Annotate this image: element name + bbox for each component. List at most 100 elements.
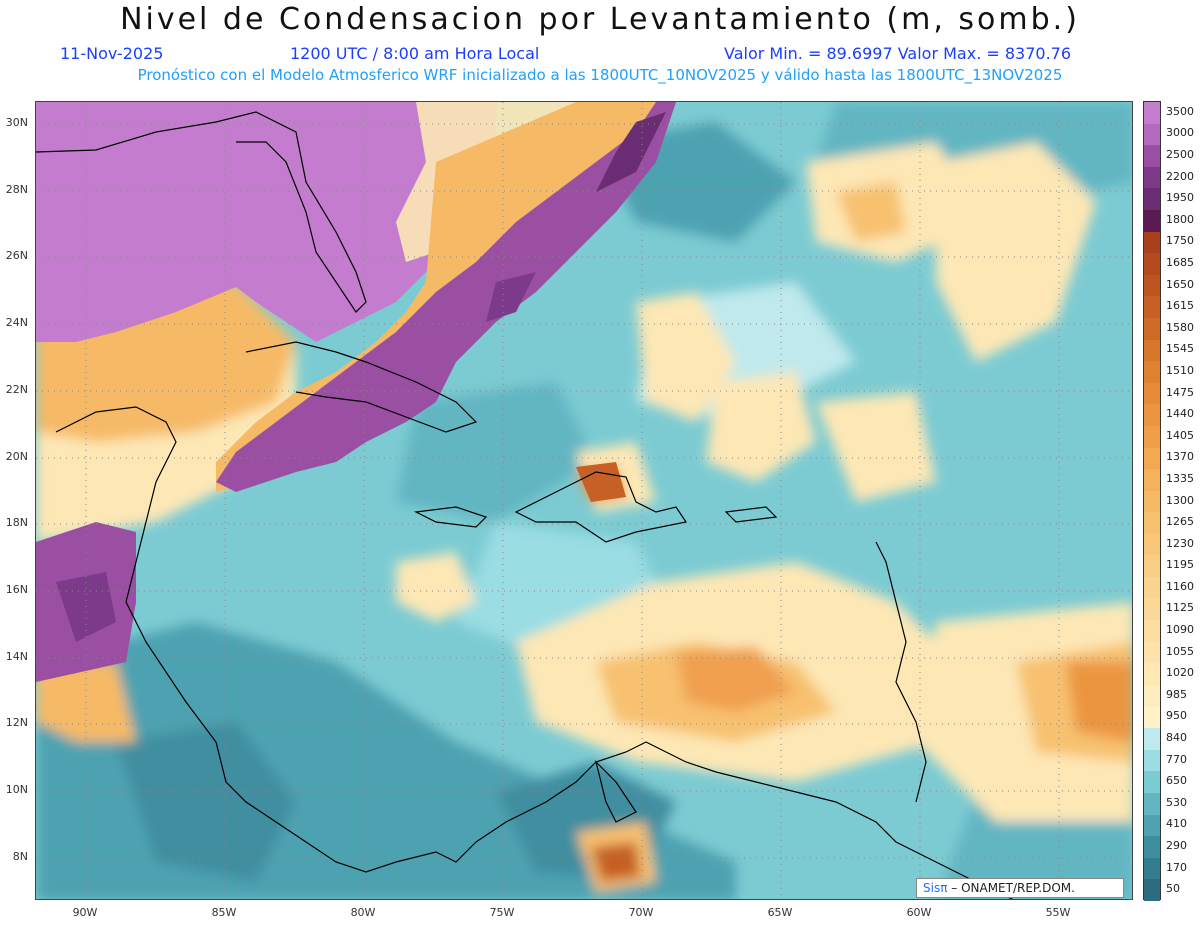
colorbar-swatch <box>1144 793 1160 816</box>
colorbar-label: 1370 <box>1166 450 1194 464</box>
colorbar-swatch <box>1144 771 1160 794</box>
colorbar-swatch <box>1144 879 1160 902</box>
forecast-time: 1200 UTC / 8:00 am Hora Local <box>290 44 540 63</box>
latitude-label: 16N <box>5 582 28 596</box>
colorbar-swatch <box>1144 728 1160 751</box>
colorbar-swatch <box>1144 663 1160 686</box>
colorbar-swatch <box>1144 836 1160 859</box>
colorbar-label: 1440 <box>1166 407 1194 421</box>
latitude-label: 8N <box>12 849 28 863</box>
colorbar-label: 1265 <box>1166 515 1194 529</box>
colorbar-swatch <box>1144 814 1160 837</box>
longitude-label: 55W <box>1045 906 1071 919</box>
colorbar-label: 1020 <box>1166 666 1194 680</box>
colorbar-label: 1545 <box>1166 342 1194 356</box>
colorbar-label: 1800 <box>1166 212 1194 226</box>
latitude-label: 12N <box>5 716 28 730</box>
colorbar-swatch <box>1144 533 1160 556</box>
colorbar-swatch <box>1144 685 1160 708</box>
colorbar-swatch <box>1144 166 1160 189</box>
colorbar-label: 290 <box>1166 839 1187 852</box>
colorbar-label: 1650 <box>1166 277 1194 291</box>
longitude-label: 90W <box>72 906 98 919</box>
latitude-label: 20N <box>5 449 28 463</box>
colorbar-label: 985 <box>1166 687 1187 701</box>
map-canvas <box>36 102 1132 899</box>
colorbar-swatch <box>1144 447 1160 470</box>
min-max-values: Valor Min. = 89.6997 Valor Max. = 8370.7… <box>724 44 1072 63</box>
colorbar-label: 3000 <box>1166 126 1194 140</box>
colorbar-swatch <box>1144 469 1160 492</box>
colorbar-label: 1510 <box>1166 363 1194 377</box>
longitude-label: 60W <box>906 906 932 919</box>
coastlines <box>36 111 1014 899</box>
colorbar-swatch <box>1144 620 1160 643</box>
colorbar-label: 1615 <box>1166 299 1194 313</box>
colorbar-label: 1405 <box>1166 428 1194 442</box>
colorbar-swatch <box>1144 253 1160 276</box>
latitude-label: 10N <box>5 783 28 796</box>
colorbar-label: 1685 <box>1166 255 1194 269</box>
colorbar-label: 2200 <box>1166 169 1194 183</box>
colorbar-label: 1300 <box>1166 493 1194 507</box>
colorbar-label: 410 <box>1166 817 1187 831</box>
colorbar-swatch <box>1144 339 1160 362</box>
colorbar-label: 1580 <box>1166 320 1194 334</box>
colorbar-swatch <box>1144 361 1160 384</box>
colorbar-swatch <box>1144 641 1160 664</box>
sispi-logo-text: Sisπ <box>923 881 948 895</box>
region-purple-north <box>36 102 496 342</box>
colorbar-label: 1475 <box>1166 385 1194 399</box>
colorbar-label: 1750 <box>1166 234 1194 248</box>
colorbar-label: 1950 <box>1166 191 1194 205</box>
longitude-label: 70W <box>628 906 654 919</box>
colorbar-swatch <box>1144 209 1160 233</box>
colorbar-swatch <box>1144 577 1160 600</box>
latitude-label: 30N <box>5 116 28 129</box>
map-title: Nivel de Condensacion por Levantamiento … <box>120 2 1080 37</box>
forecast-date: 11-Nov-2025 <box>60 44 164 63</box>
colorbar-label: 1090 <box>1166 623 1194 637</box>
colorbar-label: 170 <box>1166 860 1187 874</box>
field-patches <box>36 102 1132 899</box>
colorbar-label: 950 <box>1166 709 1187 723</box>
colorbar-label: 1195 <box>1166 558 1194 572</box>
colorbar-label: 50 <box>1166 882 1180 896</box>
colorbar-label: 840 <box>1166 731 1187 745</box>
longitude-label: 80W <box>350 906 376 919</box>
colorbar-swatch <box>1144 706 1160 729</box>
latitude-label: 28N <box>5 182 28 196</box>
latitude-label: 18N <box>5 516 28 530</box>
colorbar-swatch <box>1144 123 1160 146</box>
colorbar-swatch <box>1144 404 1160 427</box>
longitude-label: 85W <box>211 906 237 919</box>
model-subtitle: Pronóstico con el Modelo Atmosferico WRF… <box>137 66 1063 84</box>
colorbar <box>1143 101 1161 902</box>
colorbar-swatch <box>1144 231 1160 254</box>
colorbar-swatch <box>1144 490 1160 513</box>
colorbar-label: 1160 <box>1166 579 1194 593</box>
credit-text: – ONAMET/REP.DOM. <box>947 881 1075 895</box>
latitude-label: 14N <box>5 649 28 663</box>
colorbar-label: 530 <box>1166 795 1187 809</box>
colorbar-swatch <box>1144 296 1160 319</box>
colorbar-swatch <box>1144 512 1160 535</box>
colorbar-label: 1230 <box>1166 536 1194 550</box>
colorbar-swatch <box>1144 425 1160 448</box>
colorbar-label: 2500 <box>1166 147 1194 161</box>
colorbar-swatch <box>1144 555 1160 578</box>
colorbar-swatch <box>1144 145 1160 168</box>
latitude-label: 26N <box>5 249 28 263</box>
colorbar-swatch <box>1144 188 1160 211</box>
latitude-label: 24N <box>5 316 28 330</box>
colorbar-swatch <box>1144 749 1160 772</box>
longitude-label: 75W <box>489 906 515 919</box>
colorbar-label: 3500 <box>1166 104 1194 118</box>
weather-map <box>35 101 1133 900</box>
colorbar-label: 1125 <box>1166 601 1194 615</box>
credit-box: Sisπ – ONAMET/REP.DOM. <box>916 878 1124 898</box>
colorbar-label: 770 <box>1166 752 1187 766</box>
colorbar-swatch <box>1144 102 1160 125</box>
colorbar-swatch <box>1144 857 1160 880</box>
region-purple-band <box>216 102 676 492</box>
